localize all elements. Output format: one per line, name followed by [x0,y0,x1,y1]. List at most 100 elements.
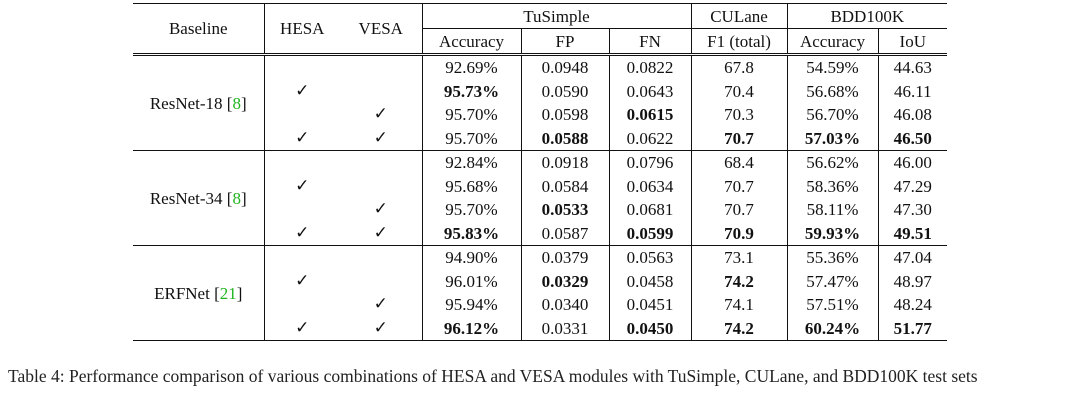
culane-f1-cell: 70.7 [690,174,788,198]
tusimple-accuracy-cell: 92.69% [421,53,521,80]
tusimple-accuracy-cell: 95.70% [421,126,521,151]
table-caption: Table 4: Performance comparison of vario… [8,366,978,386]
culane-f1-cell: 70.7 [690,126,788,151]
hesa-check [263,103,340,127]
table-body: ResNet-18 [8] 92.69% 0.0948 0.0822 67.8 … [133,53,948,341]
tusimple-fp-cell: 0.0584 [520,174,609,198]
hesa-check: ✓ [263,79,340,103]
vesa-check: ✓ [373,222,388,243]
culane-f1-cell: 70.3 [690,103,788,127]
header-vesa: VESA [340,3,422,55]
vesa-check: ✓ [373,104,388,125]
bdd-iou-cell: 48.24 [877,293,948,317]
bdd-accuracy-cell: 56.62% [786,150,879,175]
tusimple-accuracy-cell: 92.84% [421,150,521,175]
citation-link[interactable]: 8 [232,93,241,113]
culane-f1-cell: 74.2 [690,269,788,293]
table-row: ResNet-18 [8] 92.69% 0.0948 0.0822 67.8 … [133,53,948,151]
culane-f1-cell: 73.1 [690,245,788,270]
tusimple-fp-cell: 0.0379 [520,245,609,270]
vesa-check [340,245,422,270]
tusimple-accuracy-cell: 95.73% [421,79,521,103]
culane-f1-cell: 68.4 [690,150,788,175]
table-header: Baseline HESA VESA TuSimple CULane BDD10… [133,3,948,55]
bdd-iou-cell: 46.00 [877,150,948,175]
vesa-check [340,270,422,294]
tusimple-fp-cell: 0.0587 [520,221,609,246]
table-row: ✓ 95.68% 0.0584 0.0634 70.7 58.36% 47.29 [133,174,948,199]
table-row: ✓ ✓ 96.12% 0.0331 0.0450 74.2 60.24% 51.… [133,316,948,341]
vesa-check [340,150,422,175]
vesa-check [340,80,422,104]
tusimple-fn-cell: 0.0634 [608,174,692,198]
table-row: ✓ 95.94% 0.0340 0.0451 74.1 57.51% 48.24 [133,293,948,317]
culane-f1-cell: 70.4 [690,79,788,103]
bdd-accuracy-cell: 60.24% [786,316,879,341]
bdd-iou-cell: 47.04 [877,245,948,270]
hesa-check [263,53,340,80]
header-tusimple: TuSimple [421,3,692,29]
tusimple-fp-cell: 0.0918 [520,150,609,175]
bdd-iou-cell: 46.08 [877,103,948,127]
tusimple-fp-cell: 0.0588 [520,126,609,151]
hesa-check: ✓ [263,126,340,151]
bdd-iou-cell: 49.51 [877,221,948,246]
header-culane-f1: F1 (total) [690,28,788,55]
tusimple-fn-cell: 0.0622 [608,126,692,151]
vesa-check [340,53,422,80]
tusimple-fn-cell: 0.0450 [608,316,692,341]
hesa-check: ✓ [263,221,340,246]
vesa-check [340,175,422,199]
tusimple-fp-cell: 0.0598 [520,103,609,127]
tusimple-accuracy-cell: 95.68% [421,174,521,198]
culane-f1-cell: 74.1 [690,293,788,317]
tusimple-accuracy-cell: 95.94% [421,293,521,317]
results-table: Baseline HESA VESA TuSimple CULane BDD10… [133,3,948,341]
bdd-accuracy-cell: 56.68% [786,79,879,103]
table-row: ResNet-34 [8] 92.84% 0.0918 0.0796 68.4 … [133,150,948,246]
culane-f1-cell: 70.7 [690,198,788,222]
header-hesa: HESA [263,3,340,55]
header-baseline: Baseline [133,3,264,55]
hesa-check [263,198,340,222]
tusimple-fn-cell: 0.0451 [608,293,692,317]
table-row: ✓ 95.70% 0.0598 0.0615 70.3 56.70% 46.08 [133,103,948,127]
baseline-label: ResNet-18 [8] [133,53,264,151]
bdd-iou-cell: 44.63 [877,53,948,80]
header-bdd100k: BDD100K [786,3,948,29]
header-tusimple-accuracy: Accuracy [421,28,521,55]
table-row: ✓ 95.70% 0.0533 0.0681 70.7 58.11% 47.30 [133,198,948,222]
tusimple-fp-cell: 0.0340 [520,293,609,317]
baseline-label: ResNet-34 [8] [133,150,264,246]
vesa-check: ✓ [340,316,422,341]
bdd-iou-cell: 47.30 [877,198,948,222]
bdd-iou-cell: 51.77 [877,316,948,341]
bdd-iou-cell: 46.11 [877,79,948,103]
vesa-check: ✓ [373,294,388,315]
hesa-check [263,245,340,270]
tusimple-fn-cell: 0.0599 [608,221,692,246]
tusimple-accuracy-cell: 94.90% [421,245,521,270]
hesa-check [263,293,340,317]
header-tusimple-fp: FP [520,28,609,55]
tusimple-fp-cell: 0.0590 [520,79,609,103]
tusimple-fn-cell: 0.0615 [608,103,692,127]
bdd-accuracy-cell: 54.59% [786,53,879,80]
tusimple-fn-cell: 0.0822 [608,53,692,80]
bdd-accuracy-cell: 57.51% [786,293,879,317]
bdd-iou-cell: 47.29 [877,174,948,198]
tusimple-fn-cell: 0.0563 [608,245,692,270]
citation-link[interactable]: 21 [219,283,237,303]
baseline-label: ERFNet [21] [133,245,264,341]
hesa-check [263,150,340,175]
table-row: ✓ 95.73% 0.0590 0.0643 70.4 56.68% 46.11 [133,79,948,104]
bdd-accuracy-cell: 58.11% [786,198,879,222]
bdd-accuracy-cell: 55.36% [786,245,879,270]
bdd-accuracy-cell: 57.03% [786,126,879,151]
header-bdd-accuracy: Accuracy [786,28,879,55]
vesa-check: ✓ [373,127,388,148]
culane-f1-cell: 74.2 [690,316,788,341]
table-row: ✓ ✓ 95.83% 0.0587 0.0599 70.9 59.93% 49.… [133,221,948,246]
citation-link[interactable]: 8 [232,188,241,208]
header-bdd-iou: IoU [877,28,948,55]
